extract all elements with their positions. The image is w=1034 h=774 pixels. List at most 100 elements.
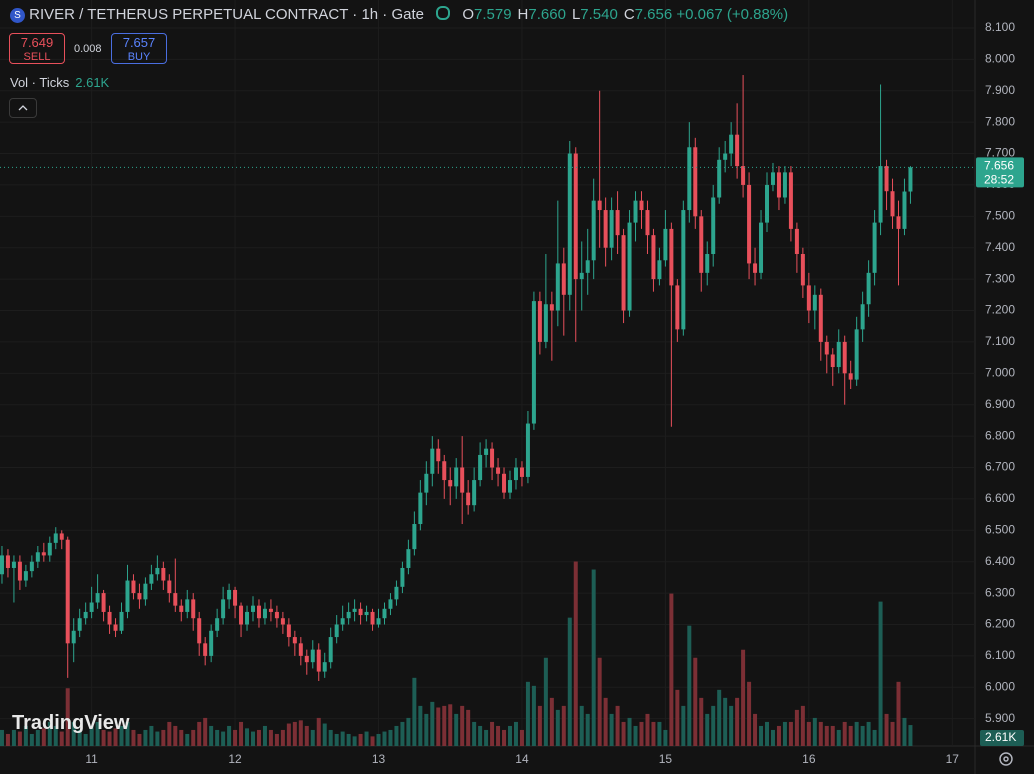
candle-body xyxy=(245,611,250,625)
buy-button[interactable]: 7.657 BUY xyxy=(111,33,167,64)
volume-bar xyxy=(466,709,471,746)
candle-body xyxy=(531,301,536,424)
change: +0.067 (+0.88%) xyxy=(676,6,789,23)
candle-body xyxy=(286,624,291,638)
candle-body xyxy=(836,341,841,368)
candle-body xyxy=(705,254,710,273)
volume-bar xyxy=(215,729,220,746)
volume-bar xyxy=(358,733,363,746)
candle-body xyxy=(71,630,76,644)
candle-body xyxy=(394,586,399,600)
ohlc-value: 7.579 xyxy=(474,6,512,23)
ohlc-value: 7.540 xyxy=(580,6,618,23)
candle-body xyxy=(908,167,913,192)
volume-bar xyxy=(179,729,184,746)
candle-body xyxy=(651,235,656,280)
candle-body xyxy=(430,448,435,474)
candle-body xyxy=(794,228,799,255)
y-tick-label: 6.800 xyxy=(985,428,1015,442)
y-tick-label: 6.700 xyxy=(985,460,1015,474)
settings-icon[interactable] xyxy=(999,752,1013,766)
volume-bar xyxy=(597,657,602,746)
volume-bar xyxy=(603,697,608,746)
volume-bar xyxy=(173,725,178,746)
volume-bar xyxy=(77,729,82,746)
candle-body xyxy=(824,341,829,355)
volume-bar xyxy=(705,713,710,746)
volume-bar xyxy=(484,729,489,746)
y-tick-label: 7.800 xyxy=(985,114,1015,128)
last-price-box xyxy=(976,157,1024,188)
volume-bar xyxy=(513,721,518,746)
candle-body xyxy=(107,611,112,625)
volume-bar xyxy=(268,729,273,746)
volume-bar xyxy=(376,733,381,746)
volume-bar xyxy=(669,593,674,746)
y-tick-label: 7.300 xyxy=(985,271,1015,285)
candle-body xyxy=(53,533,58,543)
volume-bar xyxy=(854,721,859,746)
y-tick-label: 6.100 xyxy=(985,648,1015,662)
volume-bar xyxy=(549,697,554,746)
volume-bar xyxy=(543,657,548,746)
volume-bar xyxy=(298,720,303,746)
candle-body xyxy=(723,153,728,160)
candle-body xyxy=(41,552,46,556)
candle-body xyxy=(567,153,572,295)
volume-bar xyxy=(657,721,662,746)
candle-body xyxy=(436,448,441,462)
candle-body xyxy=(179,605,184,612)
candle-body xyxy=(137,593,142,600)
candle-body xyxy=(621,235,626,311)
candle-body xyxy=(549,304,554,311)
volume-bar xyxy=(537,705,542,746)
volume-bar xyxy=(41,728,46,746)
volume-bar xyxy=(794,709,799,746)
volume-bar xyxy=(633,725,638,746)
candle-body xyxy=(328,637,333,663)
candle-body xyxy=(268,608,273,612)
volume-bar xyxy=(256,729,261,746)
candle-body xyxy=(65,539,70,644)
volume-bar xyxy=(65,688,70,746)
candle-body xyxy=(376,618,381,625)
candle-body xyxy=(256,605,261,619)
candle-body xyxy=(675,285,680,330)
volume-bar xyxy=(328,729,333,746)
volume-bar xyxy=(454,713,459,746)
volume-bar xyxy=(621,721,626,746)
candle-body xyxy=(119,611,124,631)
volume-bar xyxy=(717,689,722,746)
candle-body xyxy=(627,222,632,311)
volume-bar xyxy=(585,713,590,746)
candle-body xyxy=(340,618,345,625)
volume-bar xyxy=(113,728,118,746)
volume-bar xyxy=(866,721,871,746)
sell-button[interactable]: 7.649 SELL xyxy=(9,33,65,64)
y-tick-label: 7.500 xyxy=(985,208,1015,222)
volume-bar xyxy=(89,725,94,746)
candle-body xyxy=(298,643,303,656)
volume-bar xyxy=(304,725,309,746)
volume-bar xyxy=(424,713,429,746)
candle-body xyxy=(382,608,387,619)
candle-body xyxy=(878,166,883,223)
candle-body xyxy=(770,172,775,185)
volume-bar xyxy=(239,721,244,746)
candle-body xyxy=(645,210,650,236)
candle-body xyxy=(842,341,847,374)
candle-body xyxy=(89,602,94,612)
volume-bar xyxy=(675,689,680,746)
candle-body xyxy=(113,624,118,631)
volume-bar xyxy=(197,721,202,746)
volume-bar xyxy=(143,729,148,746)
candle-body xyxy=(717,159,722,198)
spread: 0.008 xyxy=(74,43,102,55)
candle-body xyxy=(776,172,781,198)
volume-bar xyxy=(609,713,614,746)
candle-body xyxy=(681,210,686,330)
collapse-button[interactable] xyxy=(9,98,37,118)
candle-body xyxy=(693,147,698,217)
volume-bar xyxy=(418,705,423,746)
ohlc-key: O xyxy=(462,6,474,23)
